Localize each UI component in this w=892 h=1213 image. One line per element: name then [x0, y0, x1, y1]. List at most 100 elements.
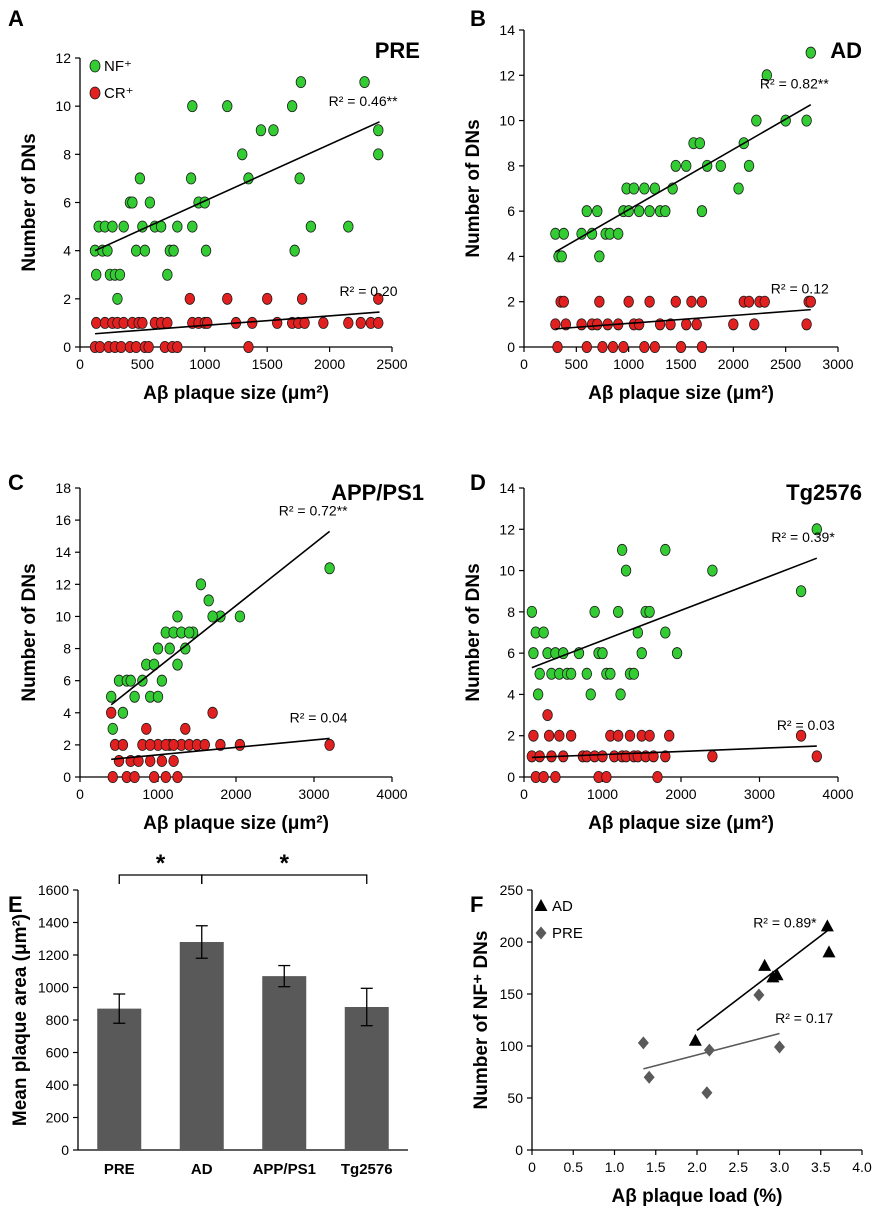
data-point [133, 754, 144, 767]
series-CR⁺: R² = 0.04 [105, 706, 348, 784]
y-tick-label: 1200 [38, 947, 69, 963]
data-point [160, 771, 172, 784]
bar [344, 1007, 389, 1150]
data-point [107, 722, 118, 735]
data-point [637, 1036, 649, 1050]
data-point [152, 642, 164, 655]
panel-letter: D [470, 470, 486, 495]
data-point [805, 295, 816, 308]
data-point [373, 316, 384, 329]
data-point [675, 340, 687, 353]
y-tick-label: 800 [46, 1012, 70, 1028]
data-point [694, 137, 706, 150]
y-tick-label: 150 [500, 986, 524, 1002]
data-point [633, 318, 645, 331]
x-tick-label: 1000 [142, 786, 173, 802]
data-point [105, 690, 117, 703]
y-axis-title: Number of DNs [19, 133, 40, 271]
data-point [295, 76, 307, 89]
y-tick-label: 4 [507, 686, 515, 702]
trendline [110, 530, 331, 706]
data-point [185, 172, 197, 185]
y-tick-label: 1400 [38, 915, 69, 931]
r2-label: R² = 0.04 [290, 709, 348, 725]
y-tick-label: 10 [55, 608, 71, 624]
y-tick-label: 1600 [38, 882, 69, 898]
series-CR⁺: R² = 0.20 [89, 283, 398, 353]
panel-letter: C [8, 470, 24, 495]
legend-label: AD [552, 898, 573, 915]
x-tick-label: 0 [520, 786, 528, 802]
data-point [636, 647, 647, 660]
data-point [172, 610, 183, 623]
data-point [670, 295, 681, 308]
y-axis-title: Number of DNs [463, 563, 484, 701]
data-point [234, 610, 246, 623]
data-point [550, 318, 561, 331]
data-point [289, 244, 300, 257]
y-tick-label: 14 [55, 544, 71, 560]
x-axis-title: Aβ plaque size (μm²) [143, 383, 329, 404]
y-tick-label: 12 [499, 521, 515, 537]
series-AD: R² = 0.89* [688, 915, 836, 1046]
data-point [811, 750, 823, 763]
data-point [594, 295, 605, 308]
panel-letter: A [8, 6, 24, 31]
data-point [538, 771, 549, 784]
data-point [91, 268, 102, 281]
data-point [168, 754, 179, 767]
data-point [343, 316, 354, 329]
data-point [565, 667, 577, 680]
data-point [130, 340, 142, 353]
data-point [542, 709, 553, 722]
data-point [733, 182, 744, 195]
x-tick-label: 3000 [822, 356, 853, 372]
x-tick-label: 4000 [822, 786, 853, 802]
data-point [644, 729, 655, 742]
x-tick-label: 2500 [770, 356, 801, 372]
data-point [143, 340, 154, 353]
data-point [305, 220, 317, 233]
trendline [111, 737, 330, 761]
x-tick-label: 3000 [744, 786, 775, 802]
x-axis-title: Aβ plaque size (μm²) [588, 383, 774, 404]
data-point [107, 771, 118, 784]
data-point [373, 124, 384, 137]
data-point [195, 578, 207, 591]
y-tick-label: 8 [63, 641, 71, 657]
data-point [556, 250, 567, 263]
data-point [112, 292, 123, 305]
data-point [753, 988, 765, 1002]
r2-label: R² = 0.12 [771, 281, 829, 297]
r2-label: R² = 0.82** [760, 76, 829, 92]
y-tick-label: 6 [507, 203, 515, 219]
data-point [534, 667, 545, 680]
data-point [144, 754, 156, 767]
y-tick-label: 200 [46, 1110, 70, 1126]
data-point [144, 738, 156, 751]
significance-star: * [280, 850, 290, 877]
data-point [589, 605, 600, 618]
r2-label: R² = 0.39* [771, 529, 835, 545]
data-point [801, 114, 812, 127]
y-tick-label: 0 [507, 339, 515, 355]
data-point [670, 159, 681, 172]
data-point [172, 340, 183, 353]
x-tick-label: 4000 [376, 786, 407, 802]
data-point [751, 114, 762, 127]
x-tick-label: 1000 [587, 786, 618, 802]
series-NF⁺: R² = 0.46** [89, 76, 398, 305]
data-point [91, 316, 102, 329]
category-label: APP/PS1 [253, 1161, 316, 1178]
y-tick-label: 6 [63, 673, 71, 689]
y-tick-label: 18 [55, 480, 71, 496]
legend-label: PRE [552, 925, 583, 942]
data-point [660, 543, 671, 556]
data-point [805, 46, 816, 59]
data-point [373, 292, 384, 305]
data-point [703, 1043, 715, 1057]
data-point [118, 316, 129, 329]
data-point [237, 148, 248, 161]
data-point [343, 220, 354, 233]
panel-C: C 0 2 4 6 8 10 12 14 16 18 0 1000 2000 3000 4000 Aβ plaq… [8, 470, 424, 834]
